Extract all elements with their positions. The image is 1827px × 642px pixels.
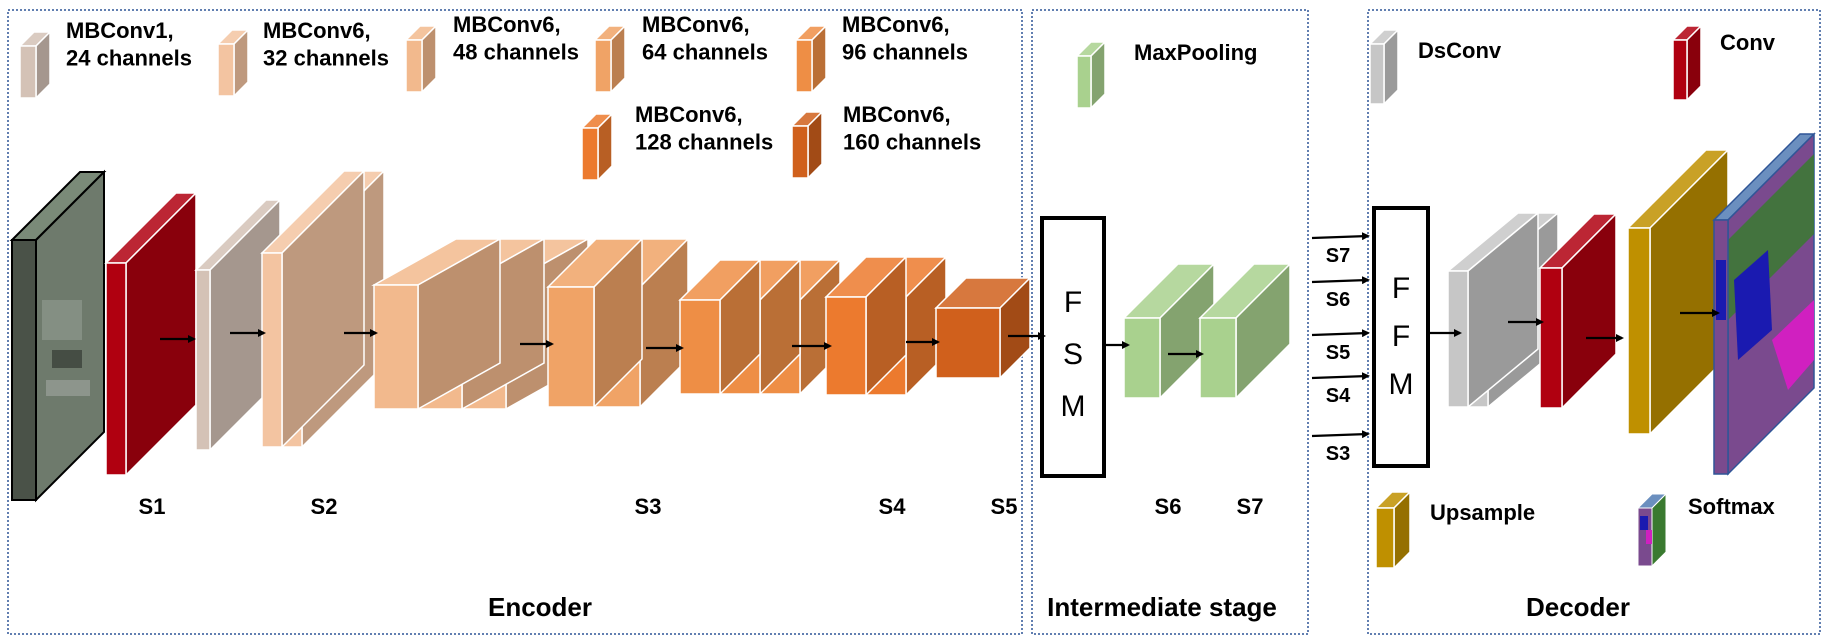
- fsm-block: FSM: [1040, 216, 1106, 478]
- intermediate-box: [1031, 9, 1309, 635]
- mbconv6-96-stack-slice: [678, 258, 762, 396]
- legend-mbconv6-64-swatch: [593, 24, 627, 94]
- legend-dsconv-text: DsConv: [1418, 38, 1502, 63]
- skip-label: S5: [1326, 342, 1350, 364]
- legend-maxpool-text: MaxPooling: [1134, 40, 1257, 65]
- legend-upsample-swatch: [1374, 490, 1412, 570]
- legend-mbconv6-48-swatch: [404, 24, 438, 94]
- legend-softmax-text: Softmax: [1688, 494, 1776, 519]
- legend-mbconv6-160-text: MBConv6, 160 channels: [843, 102, 981, 155]
- stage-label-s2: S2: [311, 494, 338, 519]
- mbconv6-48-stack-slice: [371, 237, 503, 411]
- legend-mbconv6-32-text: MBConv6, 32 channels: [263, 18, 389, 71]
- legend-mbconv6-48-text: MBConv6, 48 channels: [453, 12, 579, 65]
- legend-maxpool-swatch: [1075, 40, 1107, 110]
- stage-label-s7: S7: [1237, 494, 1264, 519]
- flow-arrow: [1311, 329, 1370, 338]
- conv-stem-block: [104, 191, 198, 477]
- legend-mbconv1-24-text: MBConv1, 24 channels: [66, 18, 192, 71]
- upsample-block: [1626, 148, 1730, 436]
- legend-softmax-swatch: [1636, 492, 1668, 568]
- input-image: [9, 169, 107, 503]
- legend-upsample-text: Upsample: [1430, 500, 1535, 525]
- legend-conv-text: Conv: [1720, 30, 1776, 55]
- decoder-title: Decoder: [1526, 592, 1630, 622]
- flow-arrow: [1311, 430, 1370, 439]
- intermediate-title: Intermediate stage: [1047, 592, 1277, 622]
- skip-label: S3: [1326, 443, 1350, 465]
- encoder-title: Encoder: [488, 592, 592, 622]
- skip-label: S6: [1326, 289, 1350, 311]
- mbconv6-96-stack: [678, 258, 842, 396]
- fsm-letter: S: [1063, 338, 1083, 371]
- flow-arrow: [1311, 276, 1370, 285]
- decoder-conv-block: [1538, 212, 1618, 410]
- softmax-output: [1712, 132, 1816, 476]
- legend-mbconv6-96-text: MBConv6, 96 channels: [842, 12, 968, 65]
- stage-label-s4: S4: [879, 494, 907, 519]
- mbconv6-160-block: [934, 276, 1032, 380]
- stage-label-s5: S5: [991, 494, 1018, 519]
- mbconv6-32-stack-slice: [260, 169, 366, 449]
- mbconv6-64-stack: [546, 237, 690, 409]
- mbconv6-128-stack: [824, 255, 948, 397]
- stage-label-s1: S1: [139, 494, 166, 519]
- flow-arrow: [1311, 232, 1370, 241]
- dsconv-stack-slice: [1445, 211, 1541, 409]
- legend-mbconv6-64-text: MBConv6, 64 channels: [642, 12, 768, 65]
- stage-label-s6: S6: [1155, 494, 1182, 519]
- mbconv6-32-stack: [260, 169, 386, 449]
- flow-arrow: [1311, 372, 1370, 381]
- legend-mbconv6-128-text: MBConv6, 128 channels: [635, 102, 773, 155]
- ffm-letter: F: [1392, 272, 1410, 305]
- legend-mbconv6-96-swatch: [794, 24, 828, 94]
- stage-label-s3: S3: [635, 494, 662, 519]
- legend-mbconv1-24-swatch: [18, 30, 52, 100]
- mbconv6-64-stack-slice: [546, 237, 644, 409]
- legend-mbconv6-160-swatch: [790, 110, 824, 180]
- fsm-letter: M: [1061, 390, 1086, 423]
- legend-mbconv6-128-swatch: [580, 112, 614, 182]
- skip-label: S7: [1326, 245, 1350, 267]
- decoder-box: [1367, 9, 1821, 635]
- skip-label: S4: [1326, 385, 1351, 407]
- legend-conv-swatch: [1671, 24, 1703, 102]
- maxpool-block-1: [1122, 262, 1216, 400]
- maxpool-block-2: [1198, 262, 1292, 400]
- legend-mbconv6-32-swatch: [216, 28, 250, 98]
- ffm-letter: M: [1389, 368, 1414, 401]
- mbconv6-128-stack-slice: [824, 255, 908, 397]
- legend-dsconv-swatch: [1368, 28, 1400, 106]
- ffm-block: FFM: [1372, 206, 1430, 468]
- fsm-letter: F: [1064, 286, 1082, 319]
- ffm-letter: F: [1392, 320, 1410, 353]
